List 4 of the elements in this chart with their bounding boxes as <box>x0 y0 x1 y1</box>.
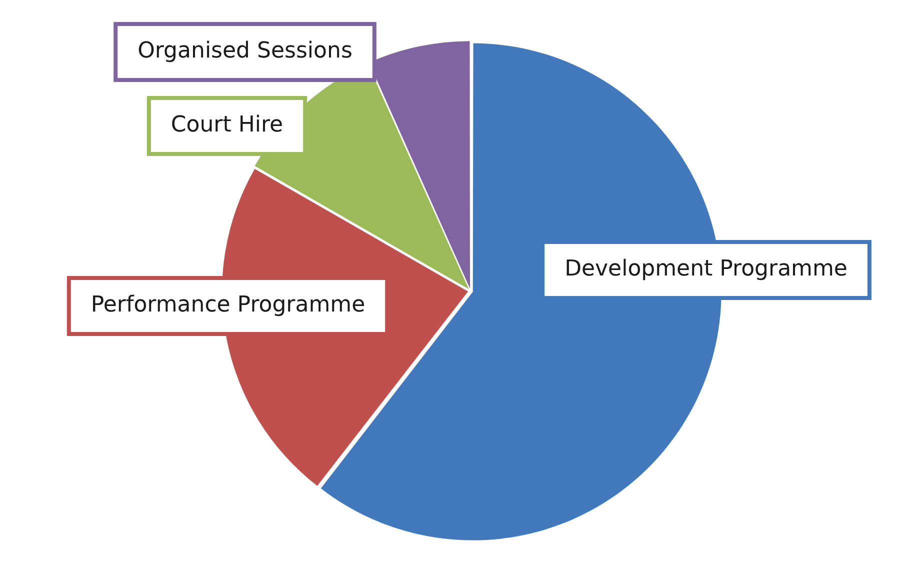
slice-label: Court Hire <box>170 112 284 138</box>
slice-label: Performance Programme <box>90 292 366 318</box>
slice-label: Organised Sessions <box>138 38 352 64</box>
slice-label: Development Programme <box>564 256 848 282</box>
